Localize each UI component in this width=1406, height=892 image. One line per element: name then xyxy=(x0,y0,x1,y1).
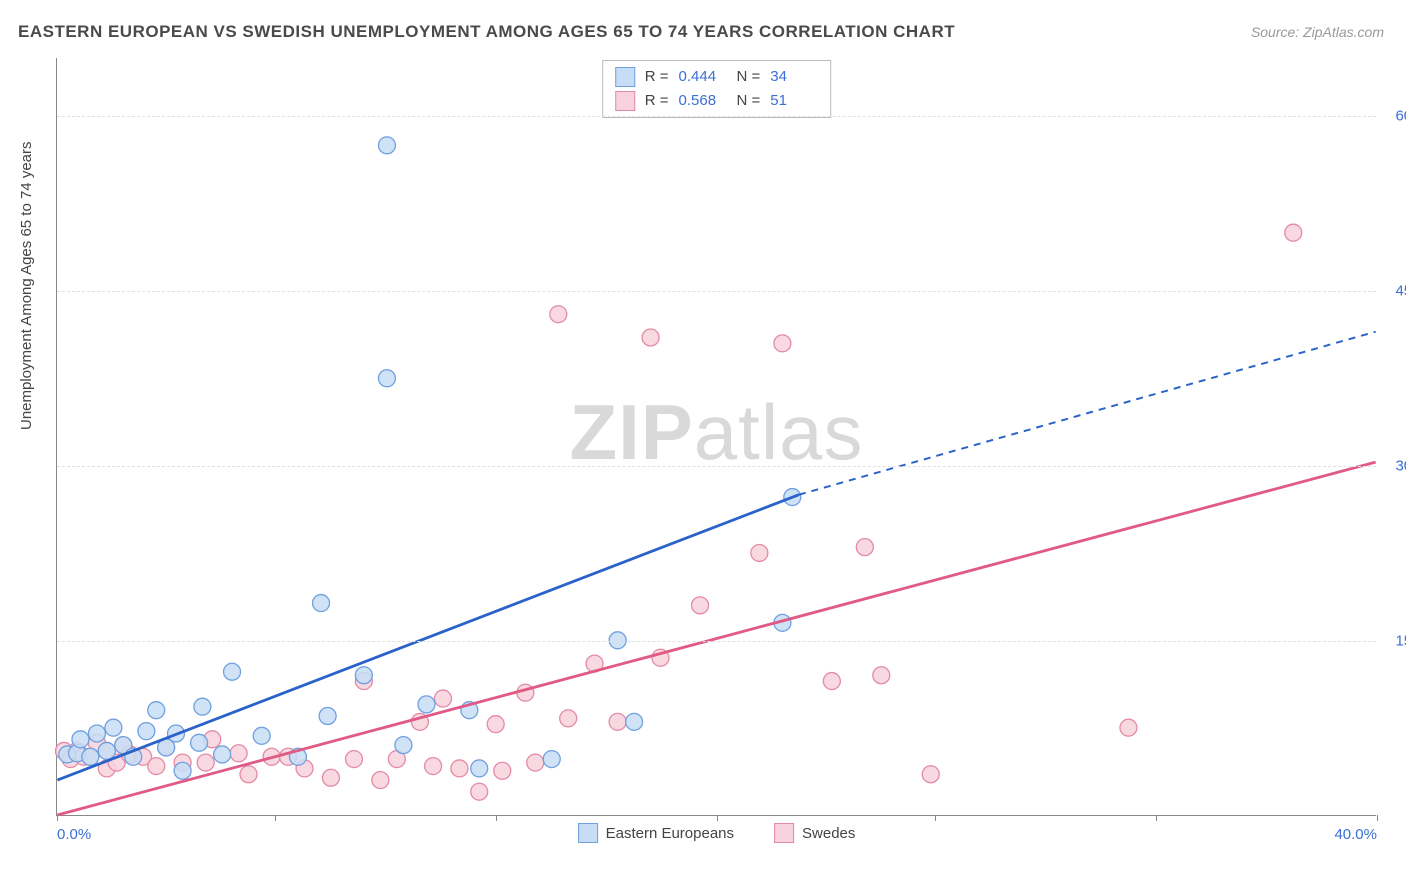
data-point xyxy=(471,783,488,800)
y-axis-label: Unemployment Among Ages 65 to 74 years xyxy=(18,141,35,430)
data-point xyxy=(626,713,643,730)
legend: Eastern Europeans Swedes xyxy=(578,823,856,843)
gridline xyxy=(57,641,1376,642)
data-point xyxy=(543,751,560,768)
gridline xyxy=(57,466,1376,467)
legend-swatch-2 xyxy=(774,823,794,843)
data-point xyxy=(355,667,372,684)
data-point xyxy=(487,716,504,733)
gridline xyxy=(57,291,1376,292)
legend-item-1: Eastern Europeans xyxy=(578,823,734,843)
data-point xyxy=(191,734,208,751)
data-point xyxy=(873,667,890,684)
trend-line xyxy=(57,462,1375,815)
data-point xyxy=(434,690,451,707)
data-point xyxy=(253,727,270,744)
x-tick xyxy=(935,815,936,821)
data-point xyxy=(372,772,389,789)
data-point xyxy=(378,137,395,154)
data-point xyxy=(105,719,122,736)
y-tick-label: 30.0% xyxy=(1383,458,1406,475)
legend-label-2: Swedes xyxy=(802,825,855,842)
data-point xyxy=(345,751,362,768)
gridline xyxy=(57,116,1376,117)
data-point xyxy=(494,762,511,779)
data-point xyxy=(609,713,626,730)
x-tick xyxy=(1377,815,1378,821)
data-point xyxy=(395,737,412,754)
x-tick-label: 0.0% xyxy=(57,826,91,843)
data-point xyxy=(82,748,99,765)
x-tick xyxy=(496,815,497,821)
data-point xyxy=(313,595,330,612)
x-tick xyxy=(275,815,276,821)
x-tick xyxy=(57,815,58,821)
data-point xyxy=(214,746,231,763)
data-point xyxy=(224,663,241,680)
data-point xyxy=(230,745,247,762)
data-point xyxy=(148,702,165,719)
data-point xyxy=(72,731,89,748)
y-tick-label: 15.0% xyxy=(1383,633,1406,650)
data-point xyxy=(194,698,211,715)
data-point xyxy=(322,769,339,786)
data-point xyxy=(418,696,435,713)
data-point xyxy=(240,766,257,783)
scatter-svg xyxy=(57,58,1376,815)
y-tick-label: 60.0% xyxy=(1383,108,1406,125)
x-tick-label: 40.0% xyxy=(1334,826,1377,843)
y-tick-label: 45.0% xyxy=(1383,283,1406,300)
legend-item-2: Swedes xyxy=(774,823,855,843)
legend-label-1: Eastern Europeans xyxy=(606,825,734,842)
data-point xyxy=(856,539,873,556)
data-point xyxy=(751,544,768,561)
data-point xyxy=(922,766,939,783)
data-point xyxy=(88,725,105,742)
trend-line-extrapolated xyxy=(799,332,1376,495)
data-point xyxy=(1120,719,1137,736)
chart-plot-area: ZIPatlas R = 0.444 N = 34 R = 0.568 N = … xyxy=(56,58,1376,816)
data-point xyxy=(148,758,165,775)
data-point xyxy=(425,758,442,775)
data-point xyxy=(1285,224,1302,241)
data-point xyxy=(319,708,336,725)
data-point xyxy=(98,742,115,759)
data-point xyxy=(471,760,488,777)
data-point xyxy=(197,754,214,771)
source-attribution: Source: ZipAtlas.com xyxy=(1251,24,1384,40)
data-point xyxy=(527,754,544,771)
data-point xyxy=(692,597,709,614)
trend-line xyxy=(57,495,799,780)
data-point xyxy=(174,762,191,779)
data-point xyxy=(138,723,155,740)
x-tick xyxy=(717,815,718,821)
legend-swatch-1 xyxy=(578,823,598,843)
data-point xyxy=(451,760,468,777)
data-point xyxy=(642,329,659,346)
data-point xyxy=(560,710,577,727)
data-point xyxy=(823,673,840,690)
data-point xyxy=(774,335,791,352)
x-tick xyxy=(1156,815,1157,821)
data-point xyxy=(378,370,395,387)
chart-title: EASTERN EUROPEAN VS SWEDISH UNEMPLOYMENT… xyxy=(18,22,955,42)
data-point xyxy=(550,306,567,323)
